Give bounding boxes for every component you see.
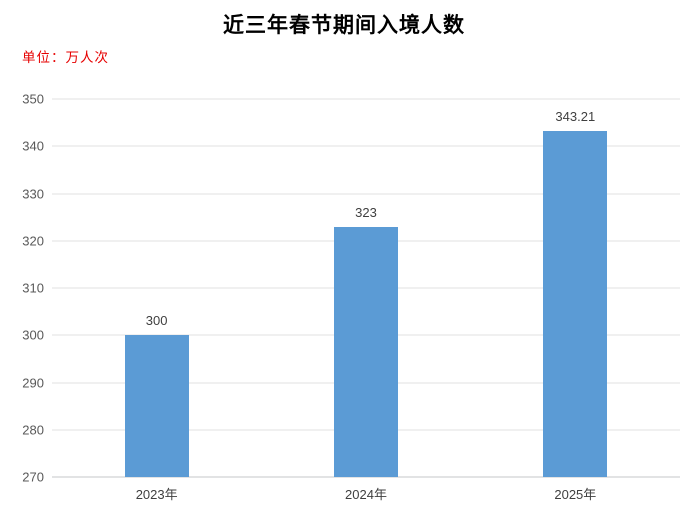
y-tick-label-300: 300 bbox=[22, 327, 44, 343]
data-label-2025年: 343.21 bbox=[555, 109, 596, 125]
gridline bbox=[52, 193, 680, 194]
y-tick-label-310: 310 bbox=[22, 280, 44, 296]
bar-slot-2024年: 323 bbox=[261, 99, 470, 477]
x-axis-labels: 2023年 2024年 2025年 bbox=[52, 484, 680, 503]
chart-title: 近三年春节期间入境人数 bbox=[223, 13, 465, 37]
x-tick-label-2025年: 2025年 bbox=[554, 487, 597, 502]
data-label-2023年: 300 bbox=[145, 313, 168, 329]
y-tick-label-280: 280 bbox=[22, 422, 44, 438]
bar-2023年 bbox=[124, 335, 189, 477]
bar-2025年 bbox=[543, 131, 608, 477]
y-axis-labels: 270 280 290 300 310 320 330 340 350 bbox=[0, 93, 44, 484]
gridline bbox=[52, 145, 680, 147]
y-tick-label-320: 320 bbox=[22, 233, 44, 249]
y-tick-label-350: 350 bbox=[22, 91, 44, 107]
bar-slot-2023年: 300 bbox=[52, 99, 261, 477]
x-axis-line bbox=[52, 476, 680, 478]
bar-slot-2025年: 343.21 bbox=[471, 99, 680, 477]
unit-label: 单位：万人次 bbox=[22, 50, 109, 65]
y-tick-label-330: 330 bbox=[22, 186, 44, 201]
gridline bbox=[52, 98, 680, 100]
y-tick-label-270: 270 bbox=[22, 469, 44, 485]
plot-area: 300 323 343.21 bbox=[52, 98, 680, 478]
bars-layer: 300 323 343.21 bbox=[52, 99, 680, 477]
y-tick-label-290: 290 bbox=[22, 375, 44, 390]
bar-2024年 bbox=[333, 226, 398, 477]
y-tick-label-340: 340 bbox=[22, 138, 44, 154]
data-label-2024年: 323 bbox=[355, 204, 377, 220]
x-tick-label-2023年: 2023年 bbox=[135, 487, 178, 502]
x-tick-label-2024年: 2024年 bbox=[345, 487, 387, 502]
